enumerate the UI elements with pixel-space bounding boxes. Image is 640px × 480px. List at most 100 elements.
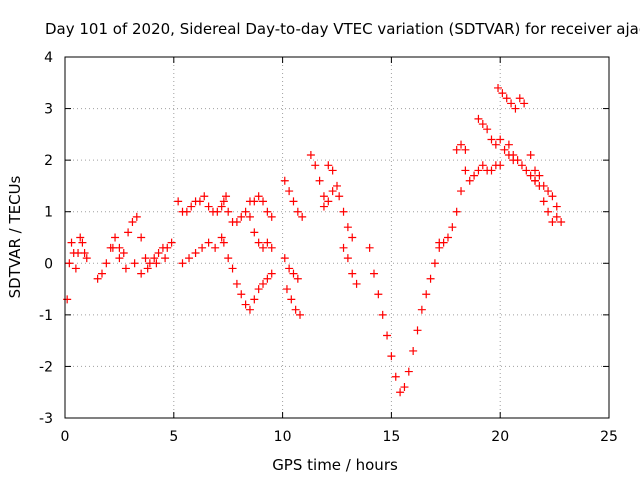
- data-point: [365, 243, 374, 252]
- plot-frame: [64, 56, 610, 419]
- data-point: [65, 259, 74, 268]
- data-point: [339, 207, 348, 216]
- axis-ticks: [64, 56, 610, 419]
- data-point: [78, 238, 87, 247]
- y-tick-label: -1: [39, 308, 53, 324]
- data-point: [102, 259, 111, 268]
- y-axis-title: SDTVAR / TECUs: [6, 175, 24, 298]
- data-point: [448, 223, 457, 232]
- data-point: [348, 233, 357, 242]
- data-point: [478, 120, 487, 129]
- series-J: [280, 254, 302, 283]
- data-point: [191, 248, 200, 257]
- data-point: [267, 212, 276, 221]
- data-point: [263, 207, 272, 216]
- y-tick-labels: -3 -2 -1 0 1 2 3 4: [39, 50, 53, 427]
- series-V: [494, 83, 529, 113]
- y-tick-label: -3: [39, 411, 53, 427]
- data-point: [511, 104, 520, 113]
- data-point: [483, 125, 492, 134]
- data-point: [352, 279, 361, 288]
- data-point: [97, 269, 106, 278]
- data-point: [478, 161, 487, 170]
- data-point: [531, 166, 540, 175]
- data-point: [167, 238, 176, 247]
- data-point: [457, 187, 466, 196]
- data-point: [520, 99, 529, 108]
- data-point: [539, 197, 548, 206]
- y-tick-label: 3: [44, 102, 53, 118]
- data-point: [470, 171, 479, 180]
- data-point: [335, 192, 344, 201]
- data-point: [517, 161, 526, 170]
- data-point: [130, 259, 139, 268]
- data-point: [409, 346, 418, 355]
- data-point: [339, 243, 348, 252]
- data-point: [217, 233, 226, 242]
- series-X: [526, 150, 566, 227]
- data-point: [241, 207, 250, 216]
- data-point: [232, 218, 241, 227]
- data-point: [121, 264, 130, 273]
- data-point: [217, 202, 226, 211]
- data-point: [502, 94, 511, 103]
- data-point: [219, 238, 228, 247]
- data-point: [404, 367, 413, 376]
- data-point: [241, 300, 250, 309]
- series-R: [435, 166, 470, 247]
- series-K: [282, 285, 305, 319]
- x-tick-label: 10: [274, 429, 292, 445]
- data-point: [111, 233, 120, 242]
- data-point: [213, 207, 222, 216]
- data-point: [282, 285, 291, 294]
- data-point: [474, 114, 483, 123]
- x-tick-label: 25: [600, 429, 618, 445]
- series-F: [219, 192, 276, 227]
- data-point: [315, 176, 324, 185]
- data-point: [522, 166, 531, 175]
- data-point: [461, 145, 470, 154]
- data-point: [280, 176, 289, 185]
- data-point: [163, 243, 172, 252]
- data-point: [439, 238, 448, 247]
- data-point: [250, 228, 259, 237]
- data-point: [465, 176, 474, 185]
- data-point: [254, 238, 263, 247]
- chart-title: Day 101 of 2020, Sidereal Day-to-day VTE…: [45, 20, 640, 38]
- data-point: [296, 310, 305, 319]
- data-point: [333, 181, 341, 190]
- series-P: [365, 243, 405, 397]
- data-point: [513, 156, 522, 165]
- data-point: [137, 233, 146, 242]
- data-point: [115, 254, 124, 263]
- data-point: [387, 352, 396, 361]
- data-point: [391, 372, 400, 381]
- series-I: [280, 176, 307, 221]
- data-point: [328, 166, 337, 175]
- data-point: [63, 295, 72, 304]
- data-point: [128, 218, 137, 227]
- data-point: [152, 259, 161, 268]
- data-point: [224, 254, 233, 263]
- series-O: [339, 243, 361, 288]
- data-point: [132, 212, 141, 221]
- data-marks: [63, 83, 566, 397]
- data-point: [504, 140, 513, 149]
- data-point: [544, 187, 553, 196]
- data-point: [204, 238, 213, 247]
- data-point: [211, 243, 220, 252]
- data-point: [245, 305, 254, 314]
- data-point: [443, 233, 452, 242]
- data-point: [487, 166, 496, 175]
- series-B: [93, 212, 176, 283]
- data-point: [496, 161, 505, 170]
- data-point: [531, 176, 540, 185]
- data-point: [548, 192, 557, 201]
- data-point: [143, 264, 152, 273]
- data-point: [491, 140, 500, 149]
- data-point: [285, 264, 294, 273]
- data-point: [311, 161, 320, 170]
- data-point: [93, 274, 102, 283]
- y-tick-label: 0: [44, 256, 53, 272]
- data-point: [494, 83, 503, 92]
